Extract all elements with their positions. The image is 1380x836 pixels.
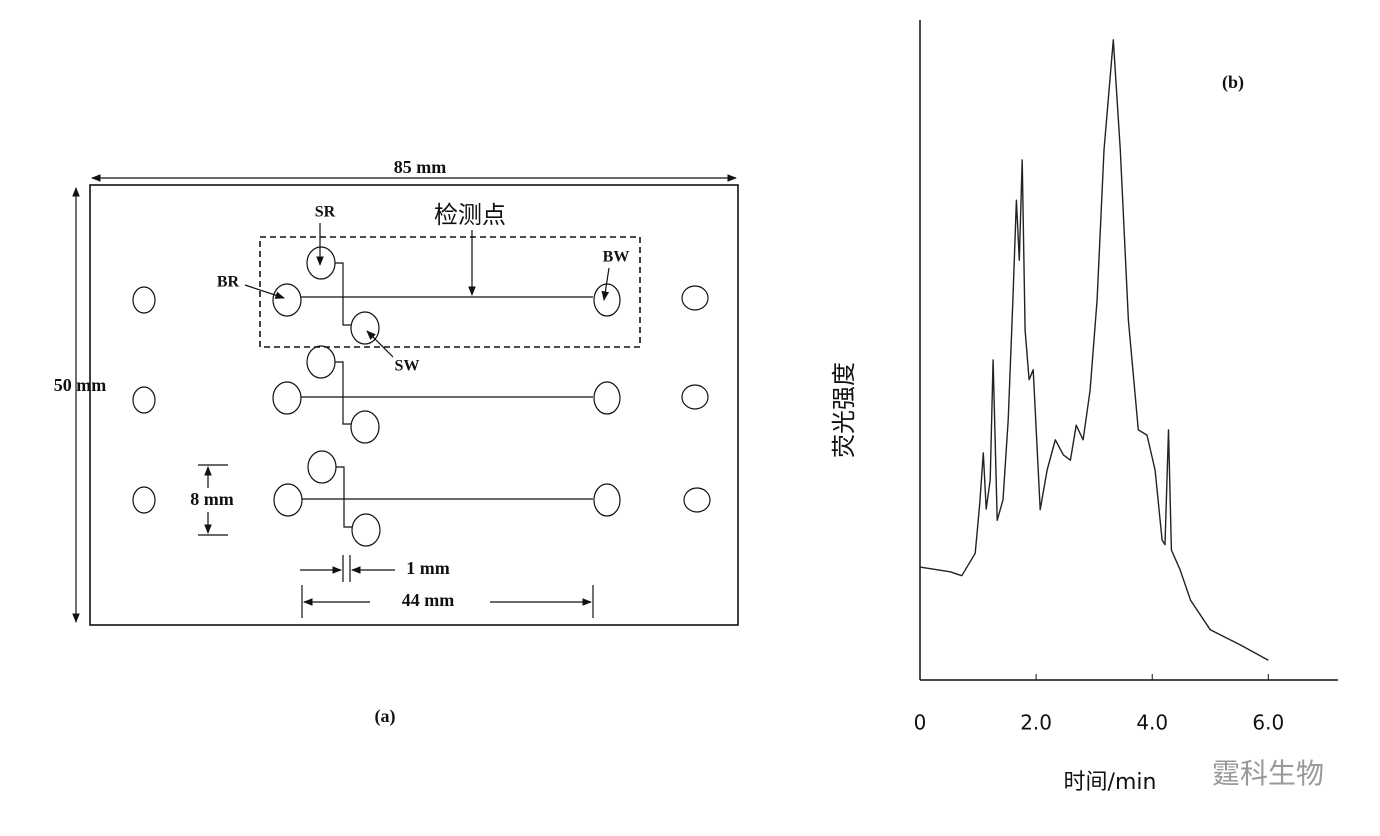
bw-arrow: [601, 267, 610, 301]
holes: [132, 285, 711, 514]
spacing-label: 8 mm: [190, 489, 234, 509]
watermark: 霆科生物: [1212, 757, 1324, 790]
x-tick-label: 2.0: [1020, 711, 1052, 735]
y-axis-label: 荧光强度: [830, 362, 858, 458]
data-line: [919, 39, 1269, 661]
dimension-ticks: [301, 555, 594, 618]
x-tick-label: 0: [914, 711, 927, 735]
spacing-ticks: [198, 464, 228, 536]
panel-b: (b) 荧光强度 时间/min 霆科生物 0 2.0 4.0 6.0: [830, 20, 1338, 795]
x-tick-label: 6.0: [1252, 711, 1284, 735]
detection-label: 检测点: [434, 201, 506, 229]
sw-label: SW: [395, 358, 420, 375]
caption-a: (a): [375, 706, 396, 727]
panel-a: 85 mm 50 mm 检测点 SR BR BW SW 8 mm 1 mm 44…: [54, 157, 739, 727]
sr-label: SR: [315, 204, 336, 221]
width-label: 85 mm: [394, 157, 447, 177]
sw-arrow: [366, 330, 394, 358]
br-label: BR: [217, 274, 240, 291]
gap-label: 1 mm: [406, 558, 450, 578]
height-label: 50 mm: [54, 375, 107, 395]
bw-label: BW: [603, 249, 630, 266]
x-axis-label: 时间/min: [1064, 770, 1157, 795]
x-tick-label: 4.0: [1136, 711, 1168, 735]
chip: [89, 184, 739, 626]
caption-b: (b): [1222, 72, 1244, 93]
length-label: 44 mm: [402, 590, 455, 610]
channels: [272, 246, 621, 547]
detection-box: [259, 236, 641, 348]
br-arrow: [244, 284, 285, 299]
